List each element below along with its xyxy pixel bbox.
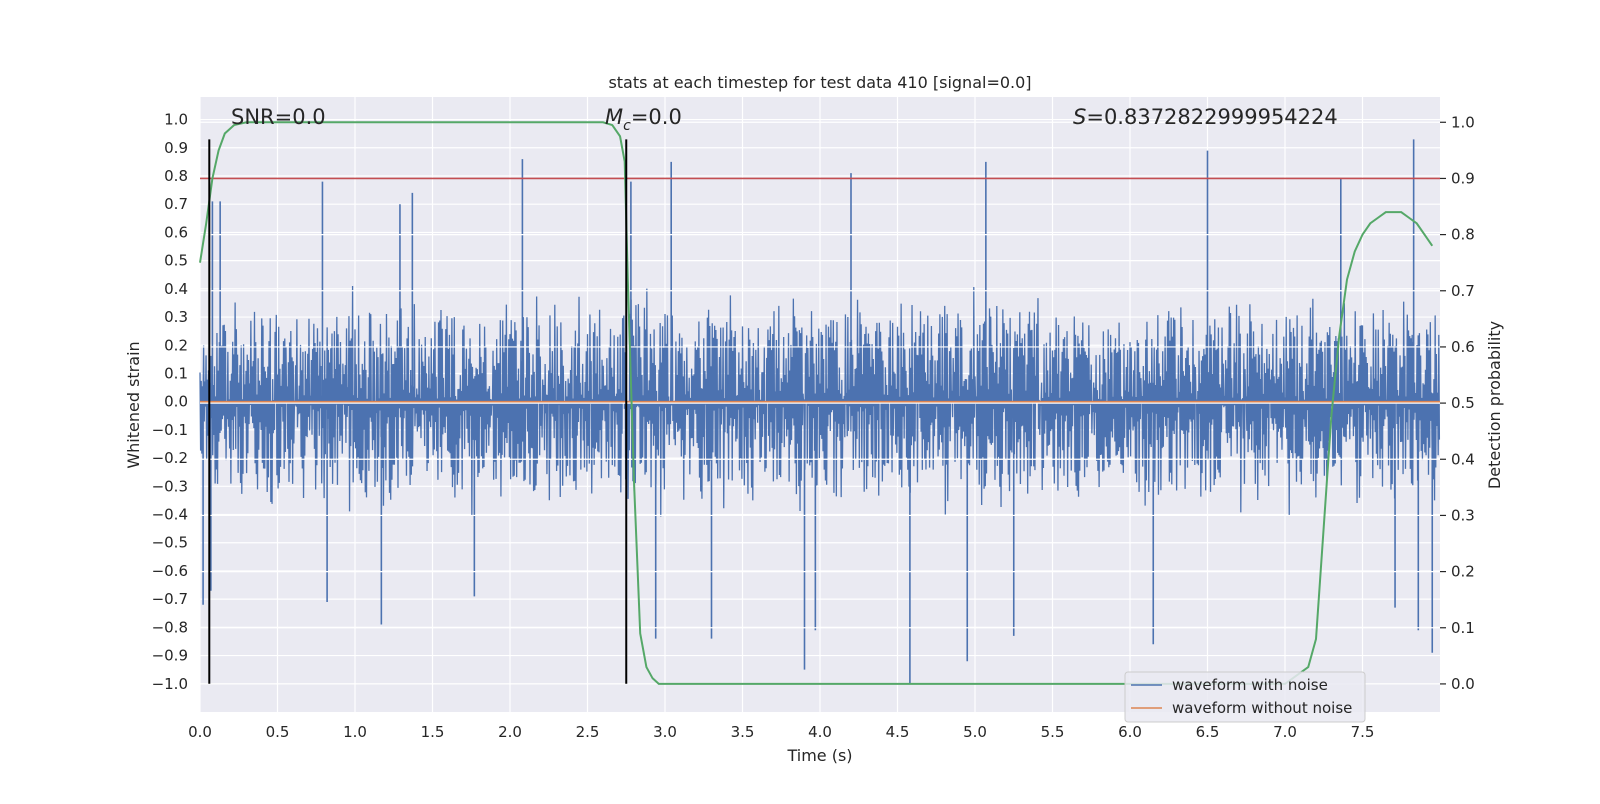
x-tick-label: 7.0 [1273,723,1297,741]
x-tick-label: 3.0 [653,723,677,741]
x-tick-label: 0.5 [266,723,290,741]
x-tick-label: 1.5 [421,723,445,741]
annotation-chirp-mass-symbol: M [605,105,623,129]
chart-title: stats at each timestep for test data 410… [608,73,1031,92]
detection-probability-line [199,121,1434,685]
legend-box [1124,671,1366,723]
x-tick-label: 5.5 [1041,723,1065,741]
x-tick-label: 3.5 [731,723,755,741]
annotation-chirp-mass: Mc=0.0 [605,105,682,134]
x-tick-label: 1.0 [343,723,367,741]
annotation-chirp-mass-subscript: c [623,118,631,134]
x-tick-label: 0.0 [188,723,212,741]
y-tick-label: 0.3 [164,308,188,326]
y2-axis-label: Detection probability [1485,321,1504,489]
y-tick-label: 0.0 [164,393,188,411]
y2-tick-label: 0.6 [1451,338,1475,356]
x-tick-label: 6.5 [1196,723,1220,741]
y-tick-label: −0.9 [152,647,188,665]
y-axis-label: Whitened strain [124,341,143,468]
annotation-score-symbol: S [1073,105,1086,129]
y-tick-label: −0.4 [152,506,188,524]
y2-tick-label: 0.7 [1451,282,1475,300]
y-tick-label: −0.7 [152,590,188,608]
vertical-markers [208,139,628,684]
y-tick-label: −0.6 [152,562,188,580]
y-tick-label: −0.1 [152,421,188,439]
x-tick-label: 2.0 [498,723,522,741]
x-tick-label: 7.5 [1351,723,1375,741]
legend-label-waveform-without-noise: waveform without noise [1172,699,1352,717]
y2-tick-label: 0.1 [1451,619,1475,637]
y2-tick-label: 0.2 [1451,563,1475,581]
x-ticks: 0.0 0.5 1.0 1.5 2.0 2.5 3.0 3.5 4.0 4.5 5.0 5.5 6.0 6… [188,723,1374,741]
legend-label-waveform-with-noise: waveform with noise [1172,676,1328,694]
y2-tick-label: 1.0 [1451,113,1475,131]
y-tick-label: −0.3 [152,477,188,495]
y2-tick-label: 0.0 [1451,675,1475,693]
annotation-snr: SNR=0.0 [231,105,326,129]
overlay-lines [200,177,1440,403]
y2-tick-label: 0.8 [1451,226,1475,244]
y-tick-label: 0.2 [164,336,188,354]
y2-tick-label: 0.3 [1451,506,1475,524]
y-tick-label: 0.6 [164,223,188,241]
y-tick-label: −0.2 [152,449,188,467]
y-tick-label: 0.5 [164,252,188,270]
x-tick-label: 6.0 [1118,723,1142,741]
x-tick-label: 5.0 [963,723,987,741]
y2-ticks: 0.0 0.1 0.2 0.3 0.4 0.5 0.6 0.7 0.8 0.9 1.0 [1440,113,1475,693]
y-tick-label: 0.4 [164,280,188,298]
y-tick-label: −0.8 [152,618,188,636]
y-tick-label: −0.5 [152,534,188,552]
y2-tick-label: 0.9 [1451,169,1475,187]
annotation-chirp-mass-value: =0.0 [631,105,682,129]
y-tick-label: 0.9 [164,139,188,157]
x-axis-label: Time (s) [786,746,852,765]
y-tick-label: −1.0 [152,675,188,693]
y-tick-label: 0.8 [164,167,188,185]
y2-tick-label: 0.4 [1451,450,1475,468]
x-tick-label: 4.5 [886,723,910,741]
annotation-score-value: =0.8372822999954224 [1086,105,1337,129]
y2-tick-label: 0.5 [1451,394,1475,412]
x-tick-label: 2.5 [576,723,600,741]
x-tick-label: 4.0 [808,723,832,741]
y-tick-label: 0.7 [164,195,188,213]
annotation-score: S=0.8372822999954224 [1073,105,1338,129]
y-ticks: −1.0 −0.9 −0.8 −0.7 −0.6 −0.5 −0.4 −0.3 −0.2 −0.1… [152,111,188,693]
series-detection-probability [199,121,1434,685]
y-tick-label: 1.0 [164,111,188,129]
y-tick-label: 0.1 [164,364,188,382]
legend: waveform with noise waveform without noi… [1124,671,1366,723]
